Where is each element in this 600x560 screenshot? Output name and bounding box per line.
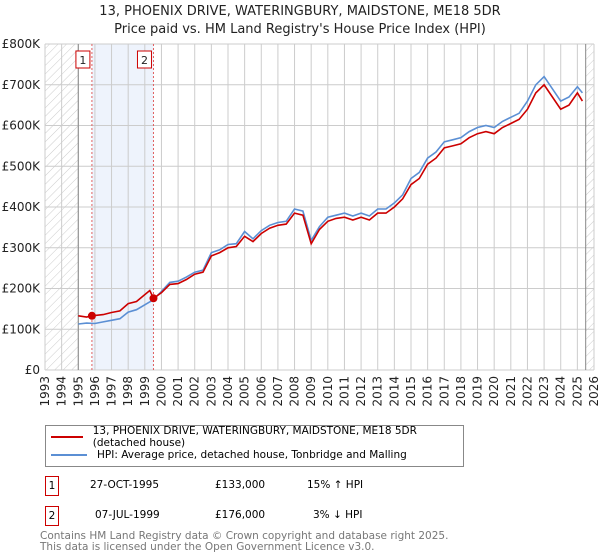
transaction-badge: 1 (45, 476, 59, 496)
transaction-row: 1 27-OCT-1995 £133,000 15% ↑ HPI (45, 476, 445, 496)
transaction-delta: 15% ↑ HPI (307, 479, 364, 491)
x-tick-label: 2015 (404, 376, 418, 407)
x-tick-label: 1998 (121, 376, 135, 407)
x-tick-label: 2019 (471, 376, 485, 407)
x-tick-label: 2016 (421, 376, 435, 407)
transaction-price: £176,000 (215, 509, 266, 521)
series-line (78, 75, 584, 325)
legend-item-property: 13, PHOENIX DRIVE, WATERINGBURY, MAIDSTO… (46, 425, 463, 449)
y-tick-label: £300K (2, 241, 42, 255)
x-tick-label: 2000 (154, 376, 168, 407)
legend-label: 13, PHOENIX DRIVE, WATERINGBURY, MAIDSTO… (92, 425, 417, 449)
plot-area: 1993 1994 1995 1996 1997 1998 1999 2000 2001 2002… (2, 37, 600, 407)
y-tick-label: £200K (2, 282, 42, 296)
transaction-row: 2 07-JUL-1999 £176,000 3% ↓ HPI (45, 506, 445, 526)
y-tick-label: £700K (2, 78, 42, 92)
transaction-price: £133,000 (215, 479, 266, 491)
footer-line: This data is licensed under the Open Gov… (40, 541, 375, 553)
legend-swatch-blue (51, 454, 87, 456)
x-tick-label: 2022 (520, 376, 534, 407)
footer-line: Contains HM Land Registry data © Crown c… (40, 530, 449, 542)
transaction-delta: 3% ↓ HPI (313, 509, 363, 521)
x-tick-label: 2005 (238, 376, 252, 407)
x-tick-label: 2021 (504, 376, 518, 407)
sale-badge-label: 2 (141, 54, 148, 67)
x-tick-label: 1994 (55, 376, 69, 407)
legend-label: HPI: Average price, detached house, Tonb… (97, 449, 407, 461)
x-tick-label: 2003 (204, 376, 218, 407)
legend: 13, PHOENIX DRIVE, WATERINGBURY, MAIDSTO… (45, 425, 464, 467)
x-tick-label: 1993 (38, 376, 52, 407)
sale-badge-label: 1 (79, 54, 86, 67)
x-tick-label: 1997 (105, 376, 119, 407)
x-tick-label: 2018 (454, 376, 468, 407)
chart-subtitle: Price paid vs. HM Land Registry's House … (114, 22, 486, 37)
x-tick-label: 2026 (587, 376, 600, 407)
x-tick-label: 1999 (138, 376, 152, 407)
legend-swatch-red (51, 436, 83, 438)
sale-badge (75, 50, 91, 69)
x-tick-label: 2020 (487, 376, 501, 407)
x-tick-label: 2025 (570, 376, 584, 407)
y-tick-label: £0 (25, 363, 40, 377)
x-tick-label: 2007 (271, 376, 285, 407)
transaction-date: 27-OCT-1995 (90, 479, 159, 491)
sale-point (149, 294, 158, 303)
transaction-badge: 2 (45, 506, 59, 526)
x-tick-label: 2017 (437, 376, 451, 407)
x-tick-label: 2013 (371, 376, 385, 407)
legend-item-hpi: HPI: Average price, detached house, Tonb… (46, 447, 407, 463)
x-tick-label: 2014 (387, 376, 401, 407)
y-tick-label: £500K (2, 159, 42, 173)
x-tick-label: 2012 (354, 376, 368, 407)
x-tick-label: 1996 (88, 376, 102, 407)
sale-point (87, 311, 96, 320)
chart-title: 13, PHOENIX DRIVE, WATERINGBURY, MAIDSTO… (99, 4, 501, 19)
x-tick-label: 2009 (304, 376, 318, 407)
x-tick-label: 2011 (337, 376, 351, 407)
x-tick-label: 2010 (321, 376, 335, 407)
y-tick-label: £600K (2, 119, 42, 133)
x-tick-label: 2002 (188, 376, 202, 407)
x-tick-label: 1995 (71, 376, 85, 407)
y-tick-label: £800K (2, 37, 42, 51)
x-tick-label: 2024 (554, 376, 568, 407)
transaction-date: 07-JUL-1999 (95, 509, 160, 521)
x-tick-label: 2008 (288, 376, 302, 407)
x-tick-label: 2023 (537, 376, 551, 407)
x-tick-label: 2006 (254, 376, 268, 407)
x-tick-label: 2004 (221, 376, 235, 407)
y-tick-label: £100K (2, 322, 42, 336)
y-tick-label: £400K (2, 200, 42, 214)
x-tick-label: 2001 (171, 376, 185, 407)
footer: Contains HM Land Registry data © Crown c… (40, 531, 448, 553)
sale-badge (136, 50, 152, 69)
